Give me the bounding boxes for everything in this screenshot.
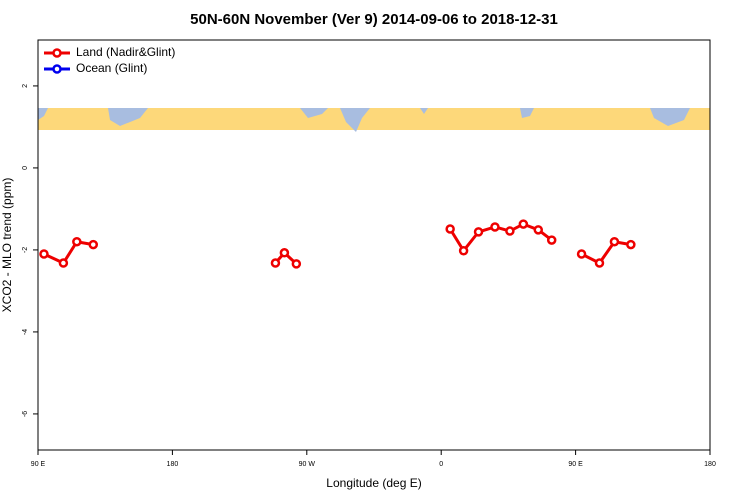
- plot-frame: [37, 39, 711, 451]
- y-tick-label: 0: [22, 166, 29, 170]
- legend-label: Land (Nadir&Glint): [76, 45, 175, 59]
- data-point: [39, 249, 49, 259]
- data-point: [473, 227, 484, 237]
- data-point: [533, 225, 544, 235]
- legend-marker: [52, 48, 62, 58]
- y-tick-label: -6: [22, 411, 29, 417]
- data-point: [490, 222, 500, 232]
- data-point: [609, 236, 620, 247]
- legend-marker: [52, 64, 62, 74]
- data-point: [279, 248, 290, 258]
- x-tick-label: 90 E: [31, 461, 46, 468]
- data-point: [58, 258, 69, 268]
- data-point: [576, 249, 587, 259]
- legend-label: Ocean (Glint): [76, 61, 147, 75]
- y-tick-label: -4: [22, 329, 29, 335]
- data-point: [518, 219, 529, 229]
- data-point: [445, 224, 455, 234]
- data-point: [594, 258, 605, 268]
- map-band: [38, 108, 710, 132]
- x-tick-label: 90 W: [299, 461, 316, 468]
- x-tick-label: 180: [167, 461, 179, 468]
- data-point: [458, 245, 469, 256]
- x-tick-label: 90 E: [568, 461, 583, 468]
- data-point: [291, 259, 302, 269]
- y-tick-label: 2: [22, 84, 29, 88]
- chart-title: 50N-60N November (Ver 9) 2014-09-06 to 2…: [190, 11, 558, 28]
- data-point: [546, 235, 557, 245]
- data-point: [626, 239, 636, 250]
- map-ocean: [38, 108, 690, 132]
- y-axis-label: XCO2 - MLO trend (ppm): [0, 178, 14, 313]
- x-tick-label: 180: [704, 461, 716, 468]
- data-point: [505, 226, 515, 236]
- data-point: [72, 236, 82, 247]
- map-land: [38, 108, 710, 130]
- data-point: [88, 239, 99, 250]
- x-tick-label: 0: [439, 461, 443, 468]
- data-point: [270, 258, 281, 268]
- x-axis-label: Longitude (deg E): [326, 476, 421, 490]
- y-tick-label: -2: [22, 247, 29, 253]
